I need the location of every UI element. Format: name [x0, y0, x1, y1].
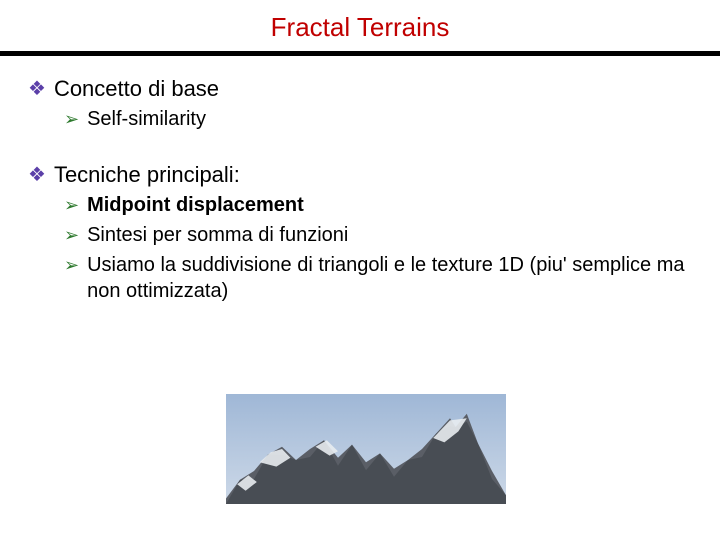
- section-heading: ❖ Tecniche principali:: [28, 162, 692, 188]
- diamond-bullet-icon: ❖: [28, 162, 46, 188]
- section-heading: ❖ Concetto di base: [28, 76, 692, 102]
- arrow-bullet-icon: ➢: [64, 222, 79, 248]
- slide: Fractal Terrains ❖ Concetto di base ➢ Se…: [0, 0, 720, 540]
- terrain-svg: [226, 394, 506, 504]
- content-area: ❖ Concetto di base ➢ Self-similarity ❖ T…: [0, 56, 720, 304]
- list-item-text: Midpoint displacement: [87, 192, 304, 218]
- list-item-text: Self-similarity: [87, 106, 206, 132]
- list-item: ➢ Usiamo la suddivisione di triangoli e …: [28, 252, 692, 304]
- list-item: ➢ Sintesi per somma di funzioni: [28, 222, 692, 248]
- section-heading-text: Concetto di base: [54, 76, 219, 102]
- arrow-bullet-icon: ➢: [64, 106, 79, 132]
- section-heading-text: Tecniche principali:: [54, 162, 240, 188]
- list-item-text: Sintesi per somma di funzioni: [87, 222, 348, 248]
- spacer: [28, 134, 692, 156]
- title-area: Fractal Terrains: [0, 0, 720, 43]
- arrow-bullet-icon: ➢: [64, 192, 79, 218]
- list-item: ➢ Midpoint displacement: [28, 192, 692, 218]
- arrow-bullet-icon: ➢: [64, 252, 79, 278]
- list-item-text: Usiamo la suddivisione di triangoli e le…: [87, 252, 692, 304]
- diamond-bullet-icon: ❖: [28, 76, 46, 102]
- list-item: ➢ Self-similarity: [28, 106, 692, 132]
- slide-title: Fractal Terrains: [0, 12, 720, 43]
- terrain-illustration: [226, 394, 506, 504]
